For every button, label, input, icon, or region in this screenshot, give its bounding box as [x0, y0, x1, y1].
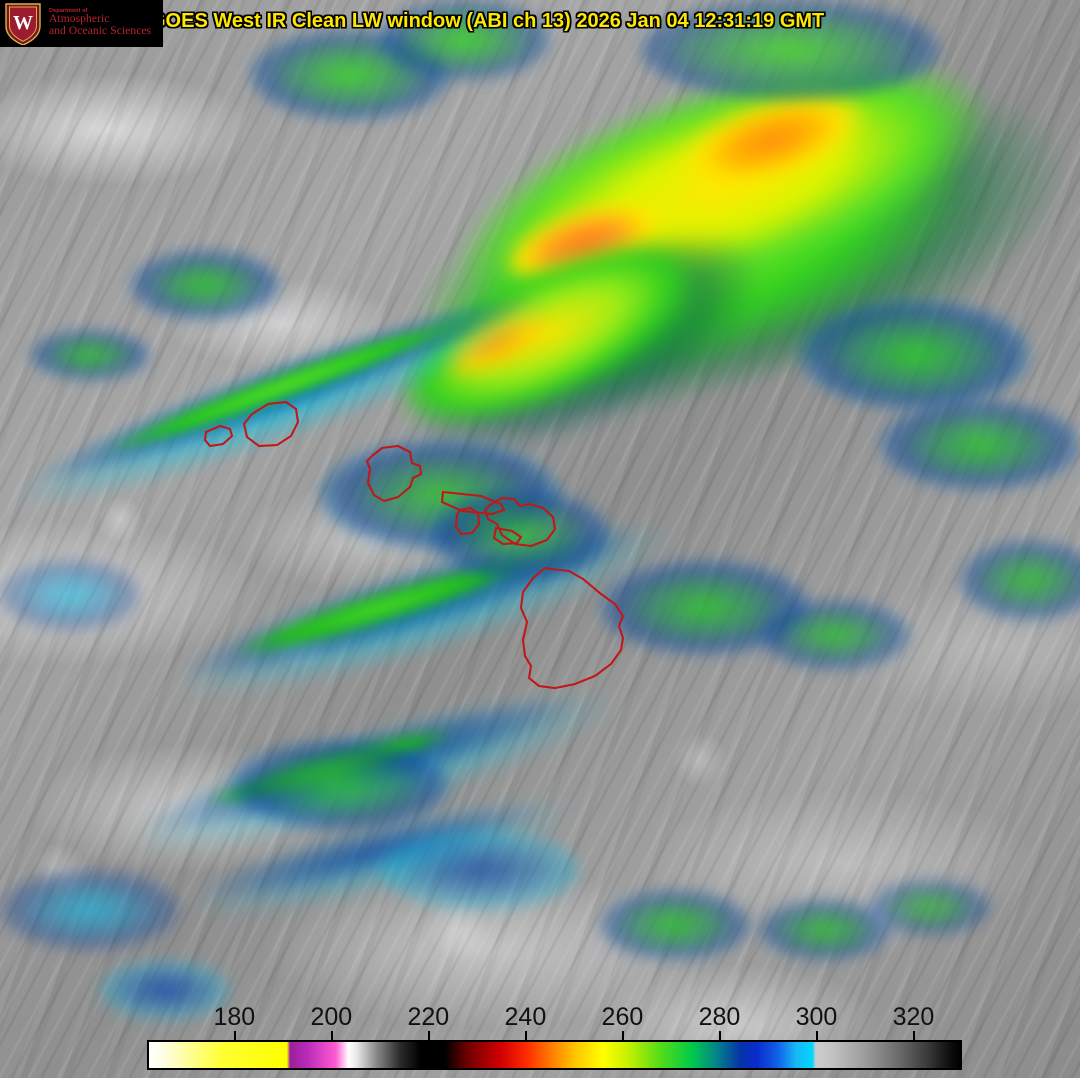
coastline-lanai [456, 508, 479, 534]
colorbar-label-260: 260 [601, 1003, 644, 1031]
svg-text:W: W [13, 12, 33, 34]
colorbar-tick-280 [719, 1031, 722, 1040]
cold-cloud-cell-right-4 [760, 600, 910, 670]
uw-crest-icon: W [5, 3, 41, 45]
cold-cloud-cell-left-1 [30, 330, 150, 380]
cold-cloud-cell-right-6 [600, 890, 750, 960]
colorbar-label-280: 280 [698, 1003, 741, 1031]
colorbar-tick-200 [331, 1031, 334, 1040]
colorbar-tick-300 [816, 1031, 819, 1040]
colorbar-tick-320 [913, 1031, 916, 1040]
coastline-molokai [442, 492, 504, 514]
cold-cloud-cell-left-3 [0, 560, 140, 630]
colorbar-tick-260 [622, 1031, 625, 1040]
cold-cloud-cell-left-2 [130, 250, 280, 320]
logo-text-block: Department of Atmospheric and Oceanic Sc… [49, 7, 152, 39]
cold-cloud-cell-right-8 [870, 880, 990, 935]
colorbar-label-320: 320 [892, 1003, 935, 1031]
cold-cloud-cell-right-1 [800, 300, 1030, 410]
logo-department-line: Department of [49, 7, 88, 14]
cold-cloud-cell-bottom-2 [380, 830, 580, 910]
logo-oceanic-line: and Oceanic Sciences [49, 25, 152, 38]
cold-cloud-cell-left-4 [0, 870, 180, 950]
coastline-oahu [367, 446, 421, 501]
cold-cloud-cell-right-2 [880, 400, 1080, 490]
cold-cloud-cell-top-2 [380, 0, 550, 80]
colorbar-label-240: 240 [504, 1003, 547, 1031]
colorbar-label-180: 180 [213, 1003, 256, 1031]
cold-cloud-cell-bottom-1 [230, 740, 450, 830]
colorbar-tick-220 [428, 1031, 431, 1040]
coastline-maui [485, 498, 555, 546]
cold-cloud-cell-right-7 [760, 900, 890, 960]
temperature-colorbar: 180 200 220 240 260 280 300 320 [147, 1003, 962, 1070]
colorbar-label-300: 300 [795, 1003, 838, 1031]
colorbar-label-200: 200 [310, 1003, 353, 1031]
coastline-kahoolawe [494, 528, 521, 544]
colorbar-label-220: 220 [407, 1003, 450, 1031]
cold-cloud-cell-top-3 [640, 0, 940, 100]
cold-cloud-cell-right-5 [960, 540, 1080, 620]
coastline-niihau [205, 426, 232, 446]
cold-cloud-cell-left-5 [100, 960, 230, 1020]
logo-atmospheric-line: Atmospheric [49, 13, 110, 26]
coastline-kauai [244, 402, 298, 446]
colorbar-tick-180 [234, 1031, 237, 1040]
colorbar-gradient [147, 1040, 962, 1070]
colorbar-tick-240 [525, 1031, 528, 1040]
coastline-hawaii-big-island [521, 568, 623, 688]
uw-aos-logo: W Department of Atmospheric and Oceanic … [0, 0, 163, 47]
